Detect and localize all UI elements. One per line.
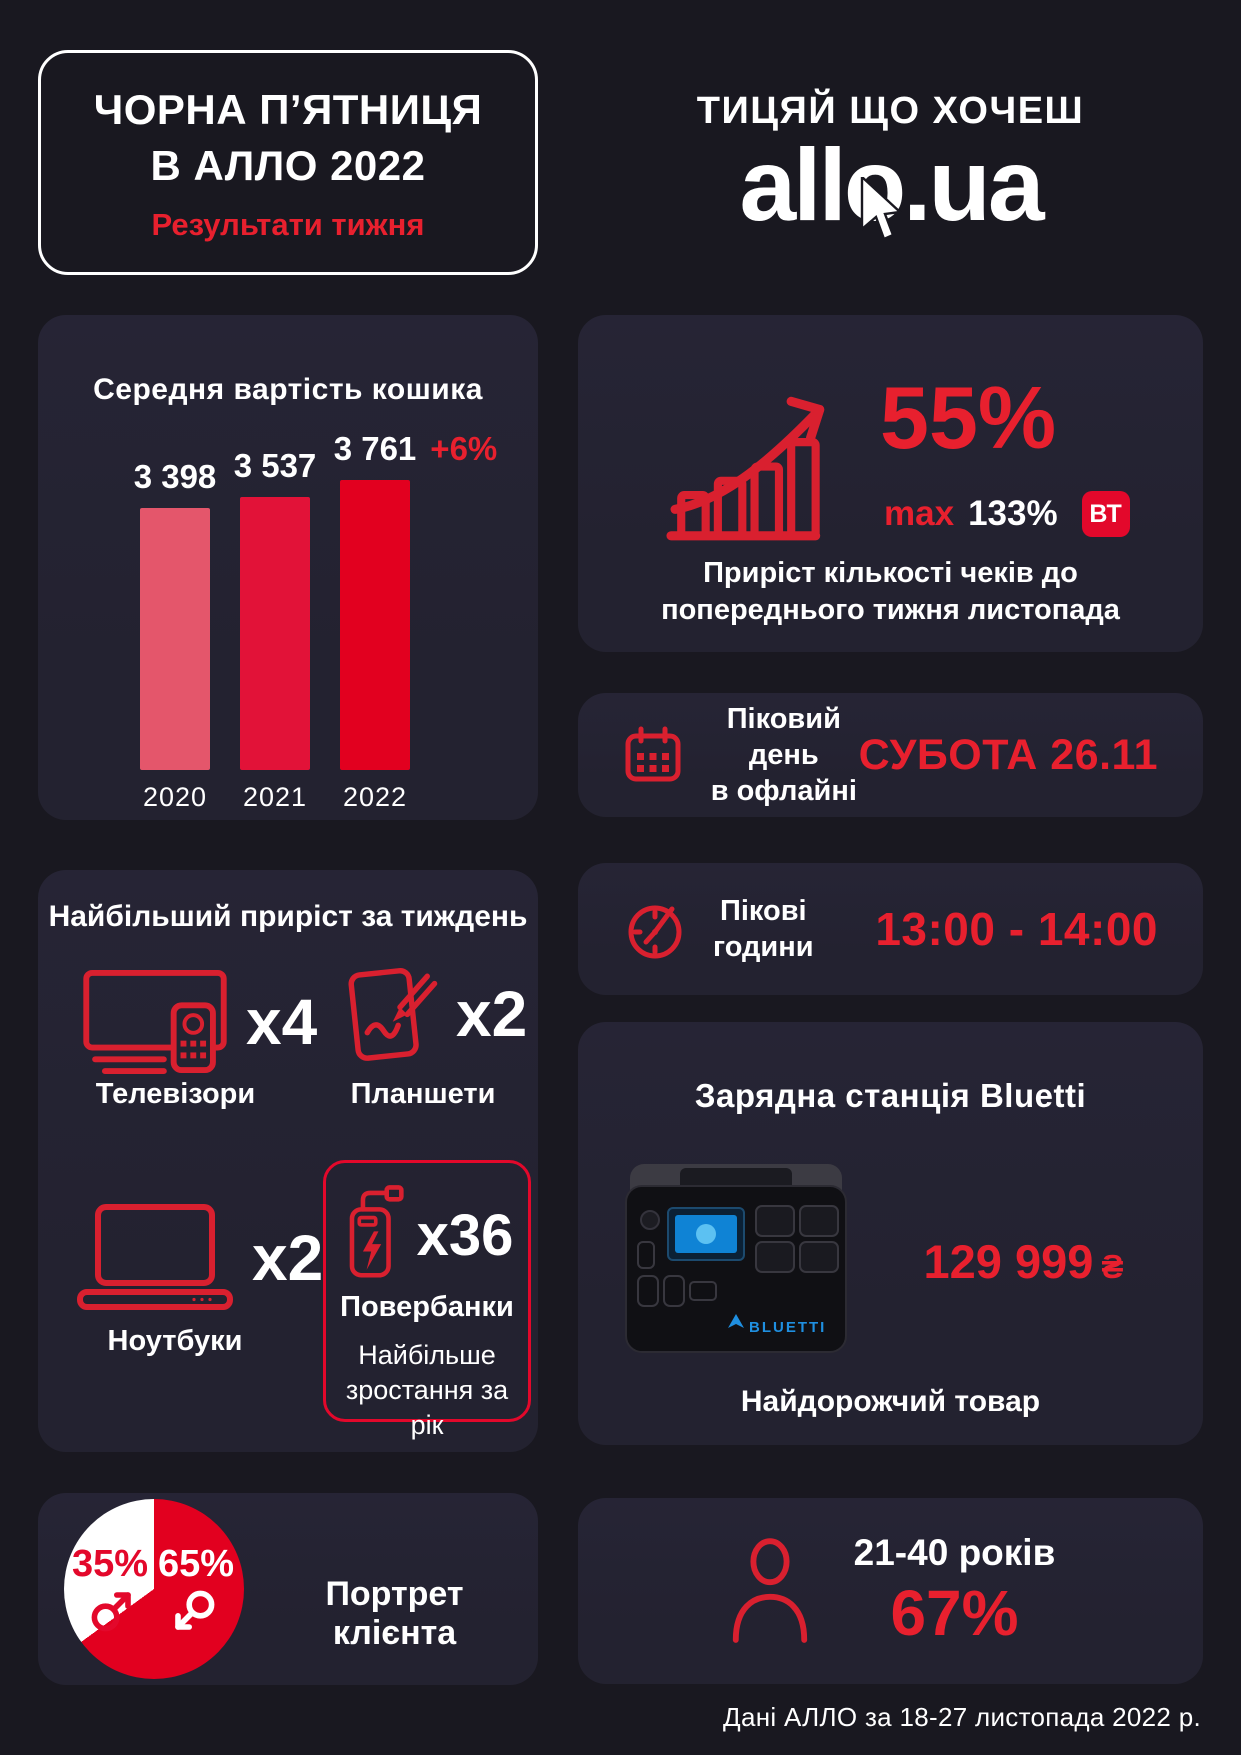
product-title: Зарядна станція Bluetti <box>694 1077 1087 1114</box>
product-caption: Найдорожчий товар <box>740 1385 1041 1418</box>
male-icon <box>91 1592 131 1632</box>
bar-year-label: 2021 <box>242 782 308 812</box>
bar-value-label: 3 398 <box>133 458 217 495</box>
person-icon <box>732 1538 807 1643</box>
powerbank-icon <box>349 1185 404 1278</box>
product-image: BLUETTI <box>625 1164 847 1353</box>
portrait-title: Портрет клієнта <box>325 1575 464 1652</box>
bar-year-label: 2022 <box>342 782 408 812</box>
product-price-row: 129 999 ₴ <box>856 1234 1191 1289</box>
bar-2022 <box>340 480 410 770</box>
page-title: ЧОРНА П’ЯТНИЦЯ В АЛЛО 2022 <box>94 82 483 193</box>
bar-2020 <box>140 508 210 770</box>
chart-title: Середня вартість кошика <box>93 373 483 406</box>
powerbank-note: Найбільше зростання за рік <box>345 1340 509 1441</box>
laptop-label: Ноутбуки <box>107 1325 243 1357</box>
powerbank-highlight-box: x36 Повербанки Найбільше зростання за рі… <box>323 1160 531 1440</box>
max-label: max <box>884 494 955 533</box>
max-value: 133% <box>968 494 1058 533</box>
bar-2021 <box>240 497 310 770</box>
checks-percent: 55% <box>880 368 1057 467</box>
weekly-growth-title: Найбільший приріст за тиждень <box>48 900 528 933</box>
calendar-icon <box>625 726 681 782</box>
tablet-label: Планшети <box>350 1078 496 1110</box>
logo-text-pre: all <box>739 128 846 242</box>
checks-caption: Приріст кількості чеків до попереднього … <box>661 557 1120 627</box>
peak-hours-value: 13:00 - 14:00 <box>875 903 1158 955</box>
female-icon <box>175 1590 215 1630</box>
age-range: 21-40 років <box>853 1532 1056 1573</box>
tv-icon <box>83 969 227 1075</box>
page-title-line1: ЧОРНА П’ЯТНИЦЯ <box>93 86 483 134</box>
page-title-line2: В АЛЛО 2022 <box>150 141 426 189</box>
logo-text-post: .ua <box>903 128 1044 242</box>
male-percent: 35% <box>71 1543 149 1585</box>
tv-cell: x4 <box>80 968 317 1076</box>
bar-group-2020: 3 398 2020 <box>134 458 217 812</box>
tv-label: Телевізори <box>95 1078 256 1110</box>
mouse-cursor-icon <box>860 177 903 241</box>
page-subtitle: Результати тижня <box>151 206 425 242</box>
client-portrait-card: 35% 65% Портрет клієнта <box>38 1493 538 1685</box>
allo-logo: all o .ua <box>739 128 1045 242</box>
female-percent: 65% <box>157 1543 235 1585</box>
age-stats: 21-40 років 67% <box>854 1532 1056 1650</box>
brand-area: ТИЦЯЙ ЩО ХОЧЕШ all o .ua <box>578 58 1203 242</box>
peak-day-value: СУБОТА 26.11 <box>858 730 1158 779</box>
laptop-multiplier: x2 <box>252 1222 324 1294</box>
clock-icon <box>628 905 682 959</box>
peak-hours-card: Пікові години 13:00 - 14:00 <box>578 863 1203 995</box>
currency-symbol: ₴ <box>1101 1248 1124 1285</box>
peak-day-label: Піковий день в офлайні <box>710 702 857 808</box>
powerbank-multiplier: x36 <box>416 1202 514 1268</box>
delta-badge: +6% <box>430 430 498 467</box>
tablet-multiplier: x2 <box>456 978 528 1050</box>
bar-value-label: 3 761 +6% <box>333 430 498 467</box>
laptop-cell: x2 <box>74 1202 323 1314</box>
growth-chart-icon <box>666 396 825 541</box>
header-box: ЧОРНА П’ЯТНИЦЯ В АЛЛО 2022 Результати ти… <box>38 50 538 275</box>
gender-pie-chart: 35% 65% <box>64 1499 244 1679</box>
weekly-growth-card: Найбільший приріст за тиждень x4 Телевіз… <box>38 870 538 1452</box>
tablet-icon <box>348 967 438 1061</box>
bar-value-label: 3 537 <box>233 447 317 484</box>
age-percent: 67% <box>890 1577 1019 1649</box>
product-price: 129 999 <box>923 1235 1094 1288</box>
region-badge: ВТ <box>1081 491 1130 537</box>
checks-max-row: max 133% ВТ <box>884 491 1130 537</box>
bar-group-2021: 3 537 2021 <box>234 447 317 812</box>
product-card: Зарядна станція Bluetti BLUETTI 129 999 ₴… <box>578 1022 1203 1445</box>
peak-day-card: Піковий день в офлайні СУБОТА 26.11 <box>578 693 1203 817</box>
peak-hours-label: Пікові години <box>713 894 814 963</box>
laptop-icon <box>77 1204 233 1310</box>
bar-group-2022: 3 761 +6% 2022 <box>334 430 498 812</box>
product-brand: BLUETTI <box>749 1319 826 1336</box>
checks-growth-card: 55% max 133% ВТ Приріст кількості чеків … <box>578 315 1203 652</box>
basket-chart-card: Середня вартість кошика 3 398 2020 3 537… <box>38 315 538 820</box>
tablet-cell: x2 <box>340 958 527 1070</box>
age-card: 21-40 років 67% <box>578 1498 1203 1684</box>
tv-multiplier: x4 <box>246 986 318 1058</box>
brand-tagline: ТИЦЯЙ ЩО ХОЧЕШ <box>696 90 1085 132</box>
powerbank-label: Повербанки <box>340 1291 514 1323</box>
logo-letter-o: o <box>844 133 906 241</box>
powerbank-row: x36 <box>326 1183 528 1287</box>
bar-year-label: 2020 <box>142 782 208 812</box>
footer-note: Дані АЛЛО за 18-27 листопада 2022 р. <box>723 1702 1201 1732</box>
